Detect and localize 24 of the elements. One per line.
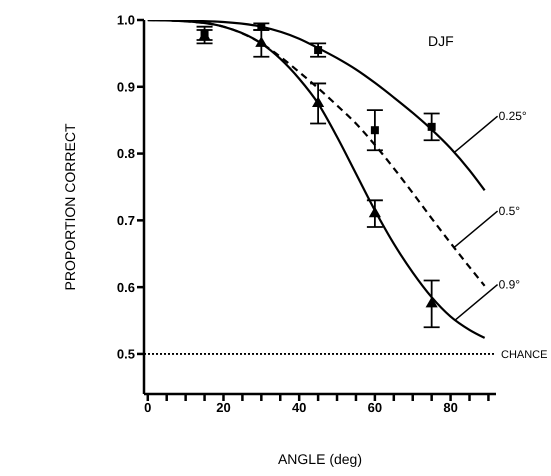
ref-line-label: CHANCE	[501, 348, 548, 361]
x-tick-label: 40	[292, 400, 306, 416]
point	[370, 126, 379, 134]
point	[426, 296, 438, 308]
y-tick-label: 0.9	[116, 79, 135, 94]
point	[368, 206, 381, 218]
point	[312, 96, 324, 107]
point	[428, 122, 436, 131]
x-axis-title: ANGLE (deg)	[278, 451, 362, 467]
y-tick-label: 0.5	[116, 346, 135, 362]
x-tick-label: 0	[144, 400, 152, 416]
y-tick-label: 1.0	[116, 12, 135, 28]
annotation: DJF	[428, 33, 454, 49]
text: 0.5°	[498, 204, 520, 218]
x-tick-label: 60	[368, 400, 382, 416]
text: 0.25°	[498, 109, 527, 124]
y-tick-label: 0.6	[116, 280, 135, 295]
y-axis-title: PROPORTION CORRECT	[62, 123, 78, 290]
text: 0.9°	[498, 278, 520, 292]
x-tick-label: 20	[216, 400, 231, 416]
y-tick-label: 0.8	[116, 146, 135, 162]
point	[314, 46, 322, 54]
x-tick-label: 80	[443, 400, 458, 416]
y-tick-label: 0.7	[116, 212, 135, 228]
